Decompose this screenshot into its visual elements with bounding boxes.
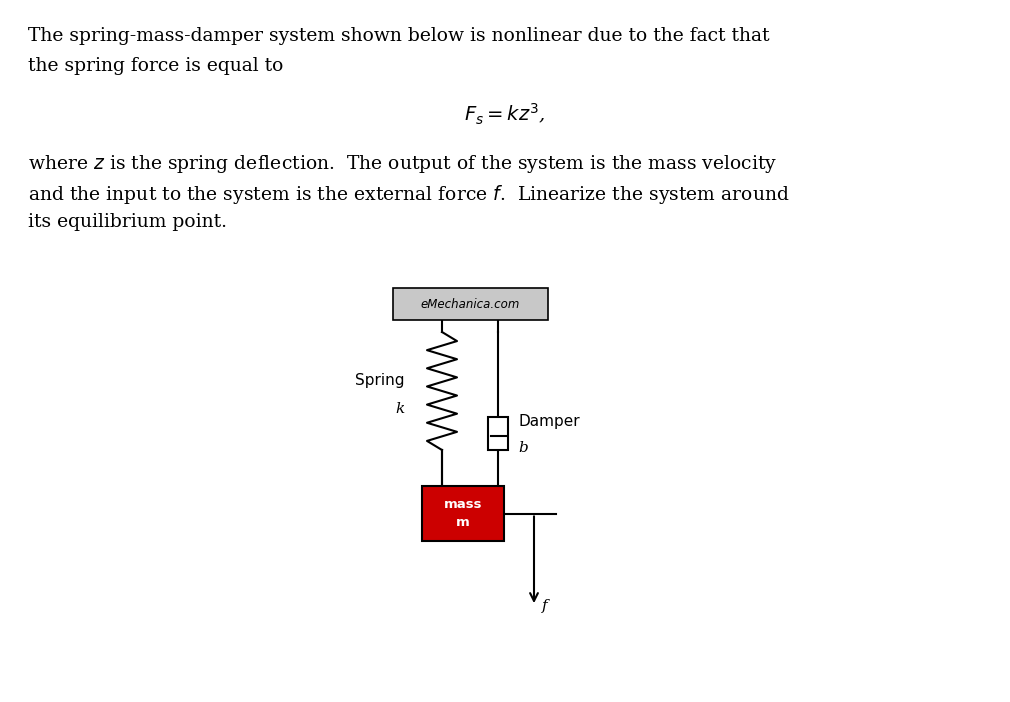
Text: f: f [542, 599, 547, 613]
Text: and the input to the system is the external force $f$.  Linearize the system aro: and the input to the system is the exter… [28, 183, 790, 206]
Text: Damper: Damper [518, 414, 580, 429]
Bar [488, 417, 508, 450]
Text: its equilibrium point.: its equilibrium point. [28, 213, 227, 231]
Text: where $z$ is the spring deflection.  The output of the system is the mass veloci: where $z$ is the spring deflection. The … [28, 153, 778, 175]
Bar [393, 288, 547, 320]
Text: mass
m: mass m [443, 498, 482, 529]
Text: Spring: Spring [356, 373, 405, 388]
Text: $F_s = kz^3$,: $F_s = kz^3$, [465, 102, 545, 127]
Text: k: k [396, 402, 405, 416]
Text: eMechanica.com: eMechanica.com [420, 298, 520, 310]
Text: The spring-mass-damper system shown below is nonlinear due to the fact that: The spring-mass-damper system shown belo… [28, 27, 770, 45]
Text: the spring force is equal to: the spring force is equal to [28, 57, 284, 75]
Text: b: b [518, 440, 528, 454]
Bar [422, 486, 504, 541]
